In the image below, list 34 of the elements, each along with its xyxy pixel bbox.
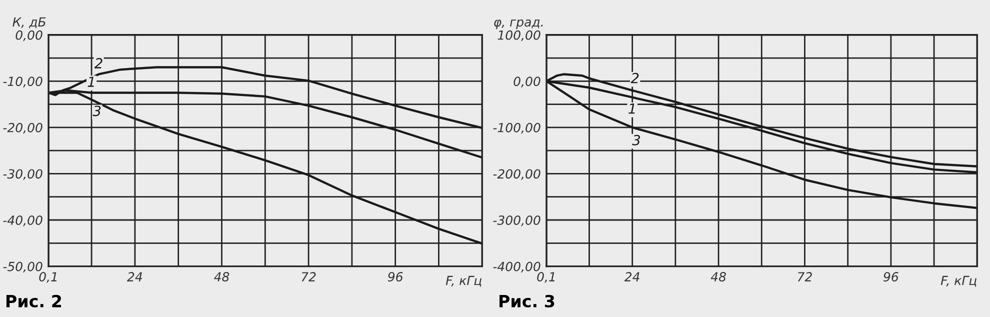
series-label: 1 (88, 76, 94, 87)
series-label: 1 (628, 104, 635, 114)
x-axis-title: F, кГц (940, 276, 976, 287)
series-label: 3 (92, 106, 101, 116)
y-axis-title: φ, град. (494, 19, 543, 30)
x-tick-label: 24 (624, 272, 640, 282)
x-tick-label: 0,1 (537, 272, 555, 283)
x-axis-title: F, кГц (446, 276, 482, 287)
x-tick-label: 48 (710, 272, 726, 282)
y-tick-label: 0,00 (514, 76, 540, 88)
y-tick-label: -50,00 (3, 262, 42, 272)
x-tick-label: 96 (388, 272, 403, 282)
y-tick-label: -200,00 (493, 169, 540, 180)
y-tick-label: -30,00 (3, 169, 42, 180)
y-axis-title: К, дБ (12, 17, 46, 28)
y-tick-label: -20,00 (3, 122, 42, 134)
y-tick-label: 0,00 (16, 30, 42, 42)
series-label: 2 (94, 58, 102, 68)
x-tick-label: 24 (127, 272, 142, 282)
x-tick-label: 48 (214, 272, 230, 282)
x-tick-label: 72 (302, 272, 316, 282)
y-tick-label: -300,00 (493, 215, 540, 226)
y-tick-label: 100,00 (498, 30, 540, 42)
y-tick-label: -40,00 (3, 215, 42, 226)
y-tick-label: -10,00 (3, 76, 42, 88)
series-label: 3 (632, 134, 640, 146)
y-tick-label: -400,00 (493, 262, 540, 272)
text: Рис. 2 (6, 294, 62, 308)
x-tick-label: 96 (884, 272, 898, 282)
series-label: 2 (630, 72, 639, 84)
text: Рис. 3 (500, 294, 554, 308)
y-tick-label: -100,00 (493, 122, 540, 134)
x-tick-label: 72 (798, 272, 812, 282)
x-tick-label: 0,1 (39, 272, 57, 283)
